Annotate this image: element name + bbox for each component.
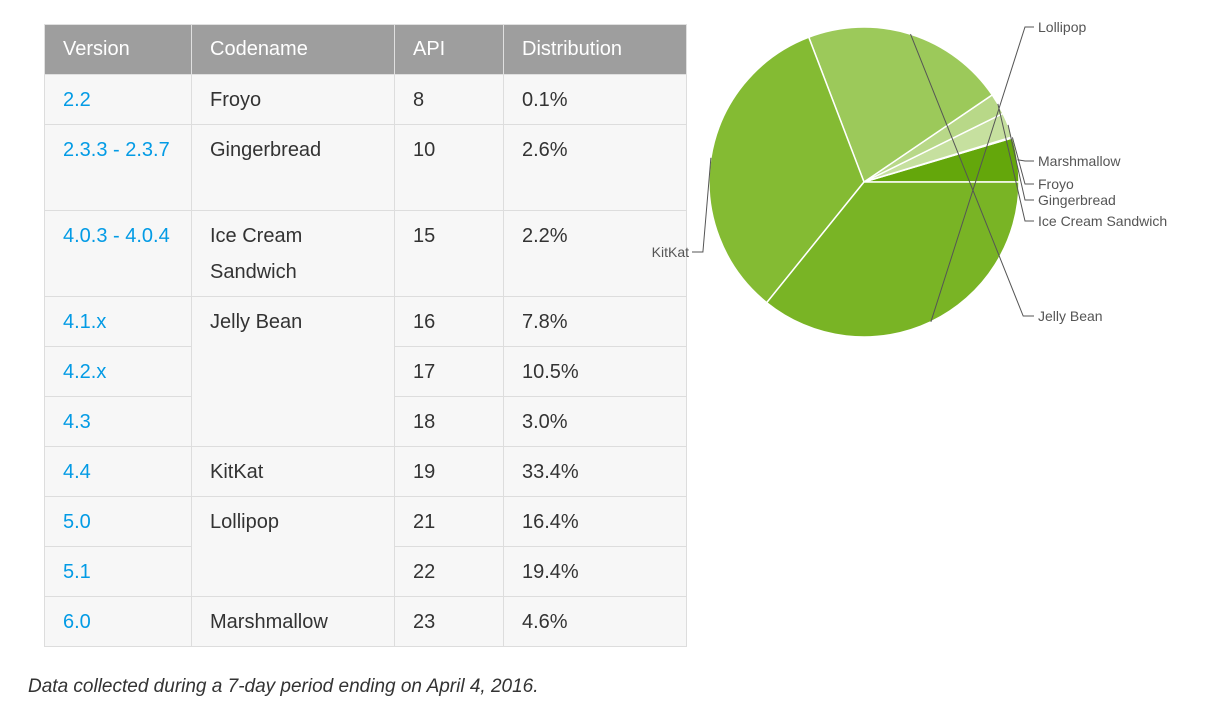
table-row: 6.0 Marshmallow 23 4.6% (44, 596, 687, 647)
version-link[interactable]: 2.2 (44, 74, 192, 125)
version-link[interactable]: 4.1.x (44, 296, 192, 347)
pie-label: Gingerbread (1038, 192, 1116, 208)
pie-slices (708, 26, 1020, 338)
distribution-cell: 4.6% (503, 596, 687, 647)
codename-cell: Lollipop (191, 496, 395, 597)
distribution-cell: 0.1% (503, 74, 687, 125)
pie-label: Ice Cream Sandwich (1038, 213, 1167, 229)
pie-label: Froyo (1038, 176, 1074, 192)
table-header-row: Version Codename API Distribution (44, 24, 687, 75)
version-link[interactable]: 6.0 (44, 596, 192, 647)
pie-label: Jelly Bean (1038, 308, 1103, 324)
api-cell: 21 (394, 496, 504, 547)
distribution-cell: 2.2% (503, 210, 687, 297)
codename-cell: Gingerbread (191, 124, 395, 211)
header-codename: Codename (191, 24, 395, 75)
distribution-cell: 19.4% (503, 546, 687, 597)
pie-leader-line (997, 103, 1034, 222)
codename-cell: KitKat (191, 446, 395, 497)
api-cell: 17 (394, 346, 504, 397)
distribution-cell: 10.5% (503, 346, 687, 397)
pie-slice-kitkat (708, 36, 865, 304)
distribution-cell: 3.0% (503, 396, 687, 447)
table-row: 5.1 22 19.4% (44, 546, 687, 597)
codename-cell: Froyo (191, 74, 395, 125)
pie-label: Lollipop (1038, 19, 1086, 35)
table-row: 4.2.x 17 10.5% (44, 346, 687, 397)
api-cell: 15 (394, 210, 504, 297)
api-cell: 8 (394, 74, 504, 125)
pie-leader-line (930, 26, 1034, 322)
pie-leader-line (1007, 124, 1034, 201)
codename-cell: Jelly Bean (191, 296, 395, 447)
header-distribution: Distribution (503, 24, 687, 75)
distribution-table: Version Codename API Distribution 2.2 Fr… (44, 24, 687, 647)
pie-label: KitKat (652, 244, 689, 260)
api-cell: 22 (394, 546, 504, 597)
version-link[interactable]: 5.1 (44, 546, 192, 597)
pie-leader-line (1017, 159, 1034, 162)
table-row: 5.0 Lollipop 21 16.4% (44, 496, 687, 597)
api-cell: 23 (394, 596, 504, 647)
version-link[interactable]: 4.0.3 - 4.0.4 (44, 210, 192, 297)
table-row: 4.4 KitKat 19 33.4% (44, 446, 687, 497)
table-row: 4.0.3 - 4.0.4 Ice Cream Sandwich 15 2.2% (44, 210, 687, 297)
codename-cell: Ice Cream Sandwich (191, 210, 395, 297)
table-row: 2.3.3 - 2.3.7 Gingerbread 10 2.6% (44, 124, 687, 211)
api-cell: 19 (394, 446, 504, 497)
api-cell: 16 (394, 296, 504, 347)
codename-cell: Marshmallow (191, 596, 395, 647)
version-link[interactable]: 4.4 (44, 446, 192, 497)
version-link[interactable]: 2.3.3 - 2.3.7 (44, 124, 192, 211)
distribution-cell: 16.4% (503, 496, 687, 547)
pie-leader-line (1011, 137, 1034, 185)
version-link[interactable]: 4.3 (44, 396, 192, 447)
pie-label: Marshmallow (1038, 153, 1121, 169)
pie-leader-line (692, 157, 712, 253)
table-row: 2.2 Froyo 8 0.1% (44, 74, 687, 125)
api-cell: 10 (394, 124, 504, 211)
data-caption: Data collected during a 7-day period end… (28, 676, 539, 697)
header-version: Version (44, 24, 192, 75)
version-link[interactable]: 5.0 (44, 496, 192, 547)
table-row: 4.1.x Jelly Bean 16 7.8% (44, 296, 687, 447)
pie-leader-line (910, 33, 1034, 317)
api-cell: 18 (394, 396, 504, 447)
distribution-cell: 33.4% (503, 446, 687, 497)
distribution-cell: 7.8% (503, 296, 687, 347)
pie-slice-lollipop (765, 181, 1020, 338)
version-link[interactable]: 4.2.x (44, 346, 192, 397)
header-api: API (394, 24, 504, 75)
table-row: 4.3 18 3.0% (44, 396, 687, 447)
